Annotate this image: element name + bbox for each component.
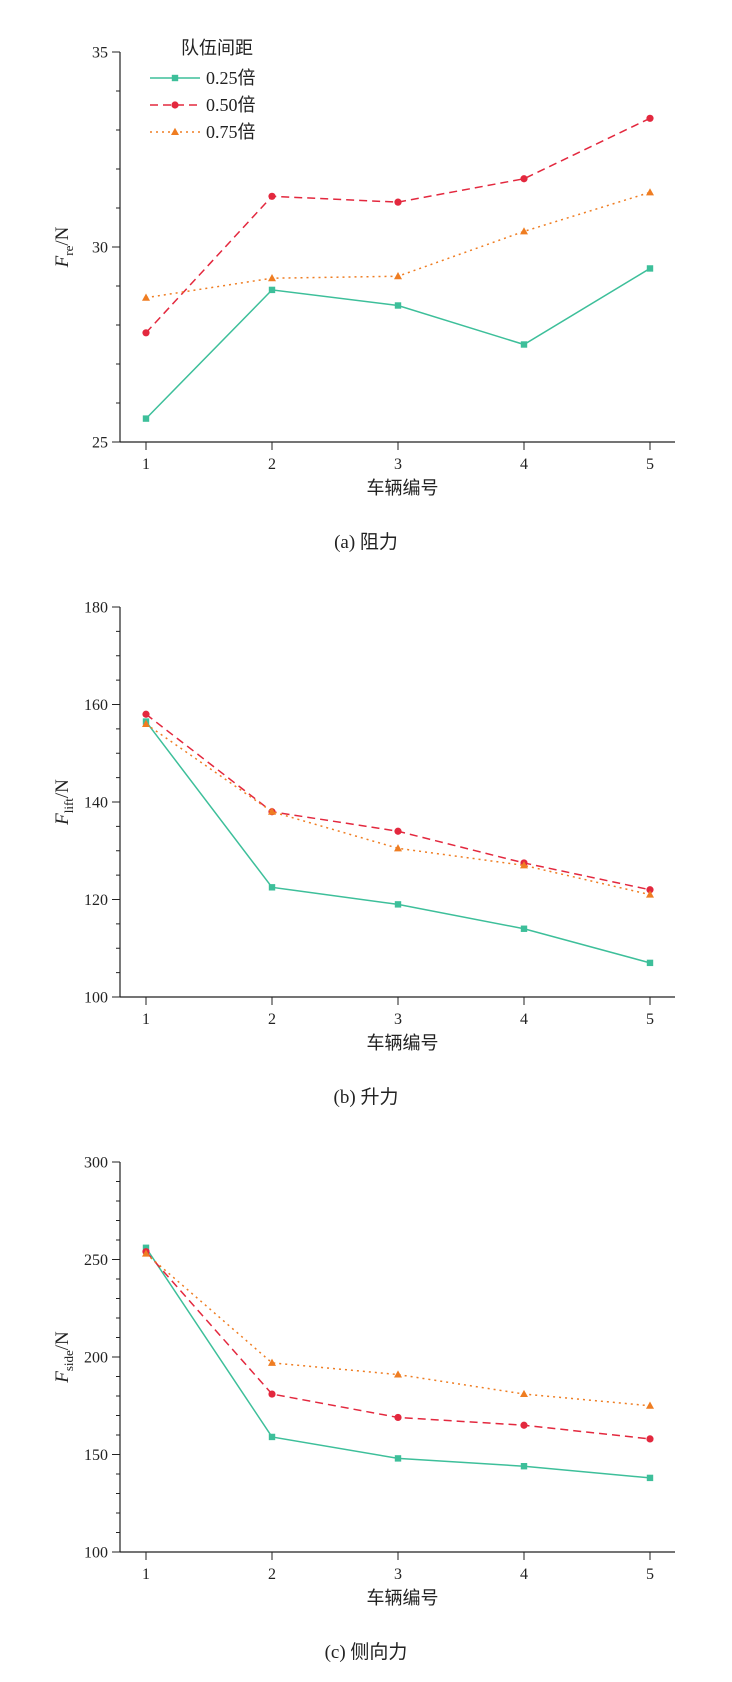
y-tick-label: 150 [84,1447,108,1464]
data-point [646,886,654,894]
series-line [145,723,651,896]
legend-label: 0.50倍 [206,95,256,115]
x-tick-label: 1 [142,1011,150,1028]
chart-panel-2: 100 120 140 160 180 1 2 3 4 5 车辆编号 Flift/N (b) 升力 [52,600,675,1108]
data-point [142,710,150,718]
y-tick-label: 250 [84,1252,108,1269]
data-point [394,1413,402,1422]
data-point [142,415,150,422]
series-line [145,721,651,964]
legend-marker [171,74,179,82]
x-tick-label: 3 [394,456,402,473]
data-point [268,1390,276,1398]
y-tick-label: 140 [84,795,108,812]
y-tick-label: 25 [92,435,108,452]
data-point [646,1435,654,1443]
series-line [145,191,651,299]
x-axis-label: 车辆编号 [367,1588,439,1608]
x-tick-label: 4 [520,1566,528,1583]
data-point [520,1421,528,1429]
x-tick-label: 2 [268,456,276,473]
data-point [142,1244,150,1251]
x-tick-label: 5 [646,456,654,473]
y-tick-label: 30 [92,240,108,257]
data-point [394,844,402,852]
data-point [142,1249,150,1257]
data-point [142,329,150,337]
data-point [520,861,528,869]
data-point [142,293,150,301]
data-point [268,807,276,815]
series-line [145,1247,651,1479]
data-point [520,1463,528,1470]
chart-panel-1: 25 30 35 1 2 3 4 5 车辆编号 Fre/N (a) 阻力 队伍间距 0.25倍 0.50倍… [52,38,675,553]
data-point [268,1358,276,1366]
y-tick-label: 100 [84,1545,108,1562]
data-point [646,890,654,898]
x-tick-label: 1 [142,1566,150,1583]
data-point [520,341,528,348]
legend-marker [171,101,179,109]
series-line [145,267,651,420]
chart-caption: (b) 升力 [334,1086,399,1108]
data-point [394,827,402,835]
data-point [268,192,276,200]
data-point [142,719,150,727]
x-tick-label: 1 [142,456,150,473]
series-line [145,1251,651,1440]
chart-caption: (a) 阻力 [334,531,398,553]
data-point [394,901,402,908]
data-point [268,274,276,282]
data-point [520,1389,528,1398]
data-point [520,925,528,932]
data-point [646,188,654,196]
y-tick-label: 35 [92,45,108,62]
series-line [145,117,651,334]
legend-label: 0.75倍 [206,122,256,142]
x-tick-label: 3 [394,1566,402,1583]
data-point [268,1433,276,1441]
data-point [268,286,276,294]
x-tick-label: 2 [268,1011,276,1028]
y-tick-label: 300 [84,1155,108,1172]
data-point [646,1401,654,1409]
y-tick-label: 160 [84,697,108,714]
data-point [394,198,402,206]
series-line [145,1253,651,1407]
data-point [646,959,654,967]
y-axis-label: Fre/N [52,226,76,268]
data-point [394,272,402,280]
x-tick-label: 4 [520,456,528,473]
x-axis-label: 车辆编号 [367,1033,439,1053]
legend: 队伍间距 0.25倍 0.50倍 0.75倍 [150,38,256,142]
legend-title: 队伍间距 [181,38,253,58]
y-tick-label: 180 [84,600,108,617]
x-tick-label: 2 [268,1566,276,1583]
x-tick-label: 3 [394,1011,402,1028]
y-axis-label: Fside/N [52,1331,76,1384]
x-tick-label: 5 [646,1566,654,1583]
data-point [394,1455,402,1462]
data-point [646,114,654,122]
chart-panel-3: 100 150 200 250 300 1 2 3 4 5 车辆编号 Fside/N (c) 侧向力 [52,1155,675,1663]
y-tick-label: 100 [84,990,108,1007]
y-tick-label: 200 [84,1350,108,1367]
data-point [394,302,402,309]
legend-marker [171,127,179,135]
series-line [145,713,651,891]
y-tick-label: 120 [84,892,108,909]
data-point [520,175,528,183]
data-point [268,884,276,891]
x-tick-label: 4 [520,1011,528,1028]
data-point [394,1370,402,1378]
x-axis-label: 车辆编号 [367,478,439,498]
data-point [646,265,654,272]
legend-label: 0.25倍 [206,68,256,88]
y-axis-label: Flift/N [52,779,76,826]
data-point [520,227,528,235]
data-point [646,1474,654,1482]
x-tick-label: 5 [646,1011,654,1028]
chart-caption: (c) 侧向力 [325,1641,408,1663]
